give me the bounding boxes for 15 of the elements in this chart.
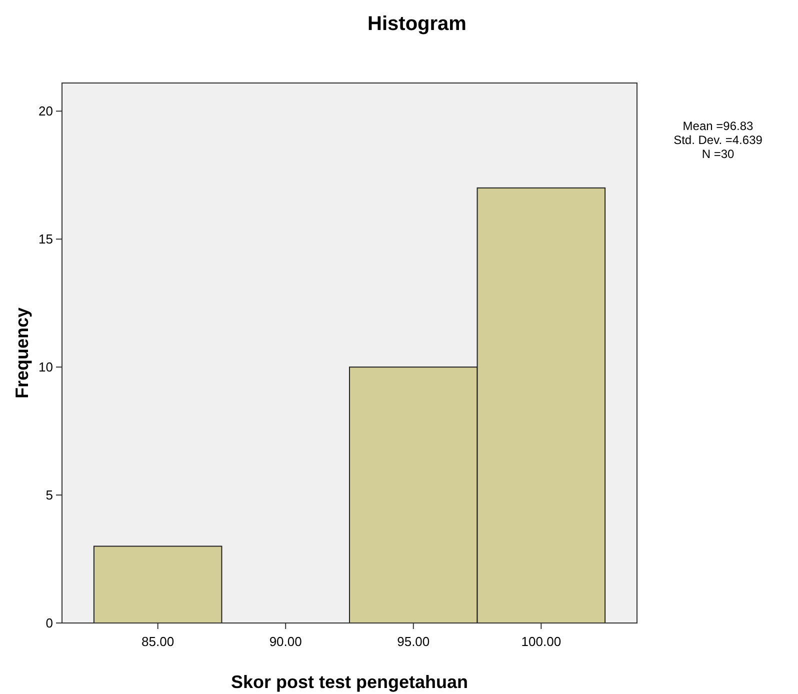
text: N =30 xyxy=(702,147,734,161)
y-tick-label: 0 xyxy=(46,616,53,631)
chart-title: Histogram xyxy=(368,13,466,35)
y-tick-label: 10 xyxy=(38,360,53,375)
x-tick-label: 85.00 xyxy=(142,634,174,649)
text: Mean =96.83 xyxy=(682,119,754,133)
y-axis-title: Frequency xyxy=(12,307,32,399)
y-tick-label: 15 xyxy=(38,232,53,247)
x-tick-label: 100.00 xyxy=(521,634,562,649)
y-tick-label: 5 xyxy=(46,488,53,503)
y-tick-label: 20 xyxy=(38,104,53,119)
x-tick-label: 90.00 xyxy=(269,634,302,649)
x-axis-title: Skor post test pengetahuan xyxy=(230,672,468,692)
x-tick-label: 95.00 xyxy=(397,634,430,649)
text: Std. Dev. =4.639 xyxy=(674,133,763,147)
